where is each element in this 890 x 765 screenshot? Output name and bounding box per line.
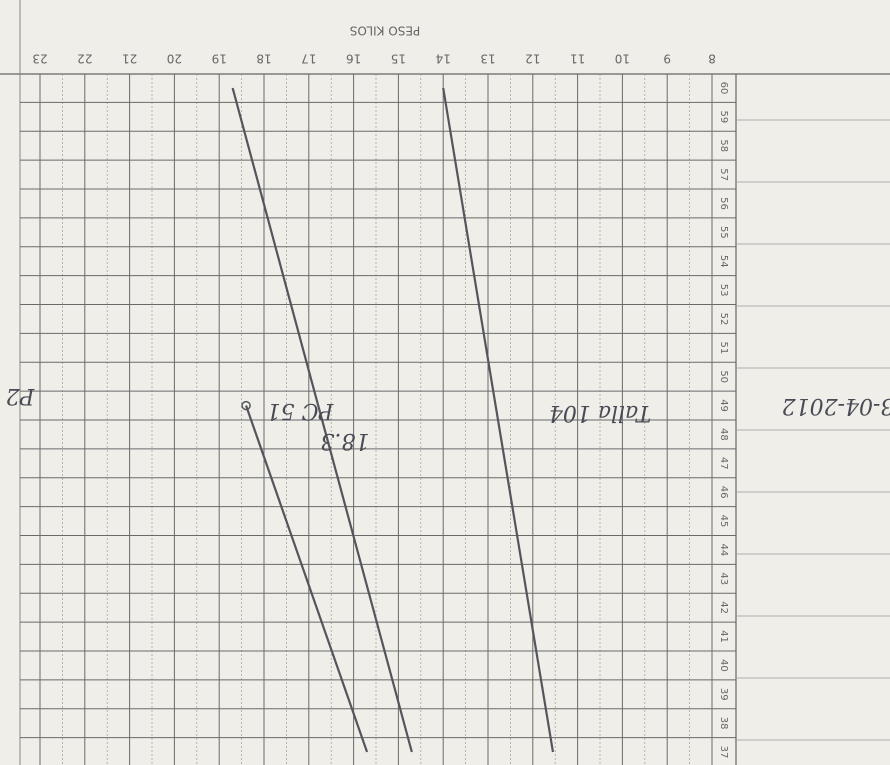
- x-tick-label: 20: [167, 52, 182, 66]
- y-tick-label: 46: [718, 486, 729, 499]
- y-tick-label: 50: [718, 370, 729, 383]
- y-tick-label: 55: [718, 226, 729, 239]
- x-tick-label: 14: [436, 52, 451, 66]
- axis-label: PESO KILOS: [350, 24, 420, 38]
- x-tick-label: 16: [346, 52, 361, 66]
- x-tick-label: 21: [122, 52, 137, 66]
- x-tick-label: 22: [77, 52, 92, 66]
- annotation: PC 51: [267, 398, 335, 423]
- x-tick-label: 23: [32, 52, 47, 66]
- y-tick-label: 40: [718, 659, 729, 672]
- y-tick-label: 49: [718, 399, 729, 412]
- y-tick-label: 59: [718, 111, 729, 124]
- annotation: 18.3: [321, 428, 370, 453]
- y-tick-label: 43: [718, 572, 729, 585]
- x-tick-label: 9: [663, 52, 671, 66]
- y-tick-label: 45: [718, 515, 729, 528]
- y-tick-label: 48: [718, 428, 729, 441]
- y-tick-label: 56: [718, 197, 729, 210]
- x-tick-label: 12: [525, 52, 540, 66]
- y-tick-label: 39: [718, 688, 729, 701]
- y-tick-label: 47: [718, 457, 729, 470]
- x-tick-label: 13: [480, 52, 495, 66]
- y-tick-label: 54: [718, 255, 729, 268]
- x-tick-label: 18: [256, 52, 271, 66]
- y-tick-label: 41: [718, 630, 729, 643]
- annotation: Talla 104: [549, 400, 651, 425]
- paper: [0, 0, 890, 765]
- y-tick-label: 44: [718, 544, 729, 557]
- annotation: P2: [6, 383, 36, 408]
- y-tick-label: 57: [718, 168, 729, 181]
- y-tick-label: 53: [718, 284, 729, 297]
- growth-chart: PESO KILOS 23 22 21 20 19 18 17 16 15 14 13 12 11 10 9…: [0, 0, 890, 765]
- y-tick-label: 52: [718, 313, 729, 326]
- x-tick-label: 11: [570, 52, 585, 66]
- x-tick-label: 15: [391, 52, 406, 66]
- annotation: 03-04-2012: [782, 393, 890, 418]
- y-tick-label: 42: [718, 601, 729, 614]
- y-tick-label: 58: [718, 139, 729, 152]
- y-tick-label: 51: [718, 341, 729, 354]
- y-tick-label: 37: [718, 746, 729, 759]
- x-tick-label: 10: [615, 52, 630, 66]
- x-tick-label: 8: [708, 52, 716, 66]
- x-tick-label: 17: [301, 52, 316, 66]
- x-tick-label: 19: [212, 52, 227, 66]
- y-tick-label: 38: [718, 717, 729, 730]
- y-tick-label: 60: [718, 82, 729, 95]
